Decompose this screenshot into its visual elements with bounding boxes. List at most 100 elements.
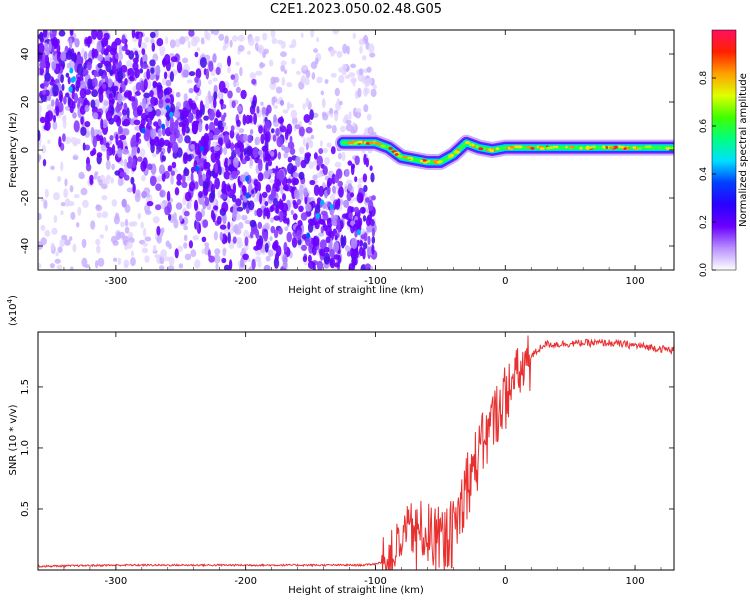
spectrogram-cell xyxy=(232,182,237,194)
spectrogram-cell xyxy=(302,103,306,110)
spectrogram-cell xyxy=(447,155,452,159)
spectrogram-cell xyxy=(332,30,340,35)
spectrogram-cell xyxy=(183,168,190,177)
spectrogram-cell xyxy=(123,128,130,136)
spectrogram-cell xyxy=(374,141,378,145)
spectrogram-cell xyxy=(357,140,364,144)
spectrogram-cell xyxy=(168,213,172,221)
spectrogram-cell xyxy=(329,248,335,258)
spectrogram-cell xyxy=(157,175,163,183)
spectrogram-cell xyxy=(193,36,200,44)
spectrogram-cell xyxy=(371,236,376,244)
spectrogram-cell xyxy=(231,35,239,42)
spectrogram-cell xyxy=(204,30,209,40)
spectrogram-cell xyxy=(223,146,228,156)
spectrogram-cell xyxy=(247,50,251,55)
spectrogram-cell xyxy=(356,229,361,236)
spectrogram-cell xyxy=(111,41,118,53)
spectrogram-cell xyxy=(267,249,274,257)
spectrogram-cell xyxy=(254,35,260,43)
spectrogram-cell xyxy=(253,197,258,203)
spectrogram-cell xyxy=(275,185,280,192)
spectrogram-cell xyxy=(265,130,271,143)
spectrogram-cell xyxy=(551,146,554,150)
spectrogram-cell xyxy=(357,72,365,82)
spectrogram-cell xyxy=(350,164,355,176)
spectrogram-cell xyxy=(119,86,123,94)
spectrogram-cell xyxy=(209,170,215,177)
spectrogram-cell xyxy=(259,193,263,205)
spectrogram-cell xyxy=(352,122,356,128)
spectrogram-cell xyxy=(273,229,279,239)
spectrogram-cell xyxy=(341,151,346,162)
spectrogram-cell xyxy=(75,85,80,92)
spectrogram-cell xyxy=(202,173,207,181)
spectrogram-cell xyxy=(198,121,203,133)
spectrogram-cell xyxy=(242,114,247,126)
spectrogram-cell xyxy=(158,100,164,109)
spectrogram-cell xyxy=(249,159,254,167)
spectrogram-cell xyxy=(298,126,305,137)
spectrogram-cell xyxy=(352,223,359,232)
spectrogram-cell xyxy=(69,30,74,36)
spectrogram-cell xyxy=(150,67,155,75)
spectrogram-cell xyxy=(73,194,80,199)
spectrogram-cell xyxy=(38,213,42,220)
spectrogram-cell xyxy=(198,149,202,160)
spectrogram-cell xyxy=(76,222,80,228)
spectrogram-cell xyxy=(307,261,315,269)
spectrogram-cell xyxy=(73,120,80,133)
spectrogram-cell xyxy=(73,92,79,104)
spectrogram-cell xyxy=(287,162,294,175)
spectrogram-cell xyxy=(265,170,270,178)
spectrogram-cell xyxy=(270,217,274,224)
spectrogram-cell xyxy=(324,79,329,84)
spectrogram-cell xyxy=(38,263,42,269)
spectrogram-cell xyxy=(188,71,196,77)
spectrogram-cell xyxy=(214,248,221,255)
spectrogram-cell xyxy=(111,63,117,75)
spectrogram-cell xyxy=(394,153,399,156)
spectrogram-cell xyxy=(158,137,165,148)
spectrogram-cell xyxy=(142,157,148,169)
spectrogram-cell xyxy=(270,30,276,38)
spectrogram-cell xyxy=(169,39,176,49)
spectrogram-cell xyxy=(204,161,211,169)
spectrogram-cell xyxy=(337,180,343,187)
spectrogram-cell xyxy=(359,45,363,54)
spectrogram-cell xyxy=(241,214,248,221)
spectrogram-cell xyxy=(230,142,234,152)
spectrogram-cell xyxy=(248,37,255,47)
spectrogram-cell xyxy=(101,119,108,129)
spectrogram-cell xyxy=(371,227,375,238)
spectrogram-cell xyxy=(251,99,257,109)
spectrogram-cell xyxy=(287,141,295,150)
spectrogram-cell xyxy=(514,145,520,149)
spectrogram-cell xyxy=(135,189,141,199)
snr-y-tick-label: 1.0 xyxy=(20,440,31,456)
spectrogram-cell xyxy=(270,204,275,212)
spectrogram-cell xyxy=(111,199,118,207)
spectrogram-cell xyxy=(366,224,373,233)
spectrogram-cell xyxy=(232,236,237,244)
snr-y-label: SNR (10 * v/v) xyxy=(8,404,19,475)
spectrogram-cell xyxy=(203,132,210,145)
spectrogram-cell xyxy=(324,157,330,165)
spectrogram-cell xyxy=(63,188,69,199)
spectrogram-cell xyxy=(216,215,222,225)
spectrogram-cell xyxy=(70,266,74,270)
spectrogram-cell xyxy=(157,128,162,137)
spectrogram-cell xyxy=(323,252,331,265)
spectrogram-cell xyxy=(204,196,210,207)
spectrogram-cell xyxy=(342,43,348,54)
spectrogram-cell xyxy=(311,72,316,80)
spectrogram-cell xyxy=(64,239,71,246)
spectrogram-cell xyxy=(244,236,249,247)
spectrogram-cell xyxy=(87,78,93,90)
spectrogram-cell xyxy=(47,139,51,144)
spectrogram-cell xyxy=(131,100,137,111)
spectrogram-cell xyxy=(152,53,159,62)
spectrogram-cell xyxy=(249,219,257,228)
spectrogram-cell xyxy=(353,248,359,259)
spectrogram-cell xyxy=(204,103,210,109)
